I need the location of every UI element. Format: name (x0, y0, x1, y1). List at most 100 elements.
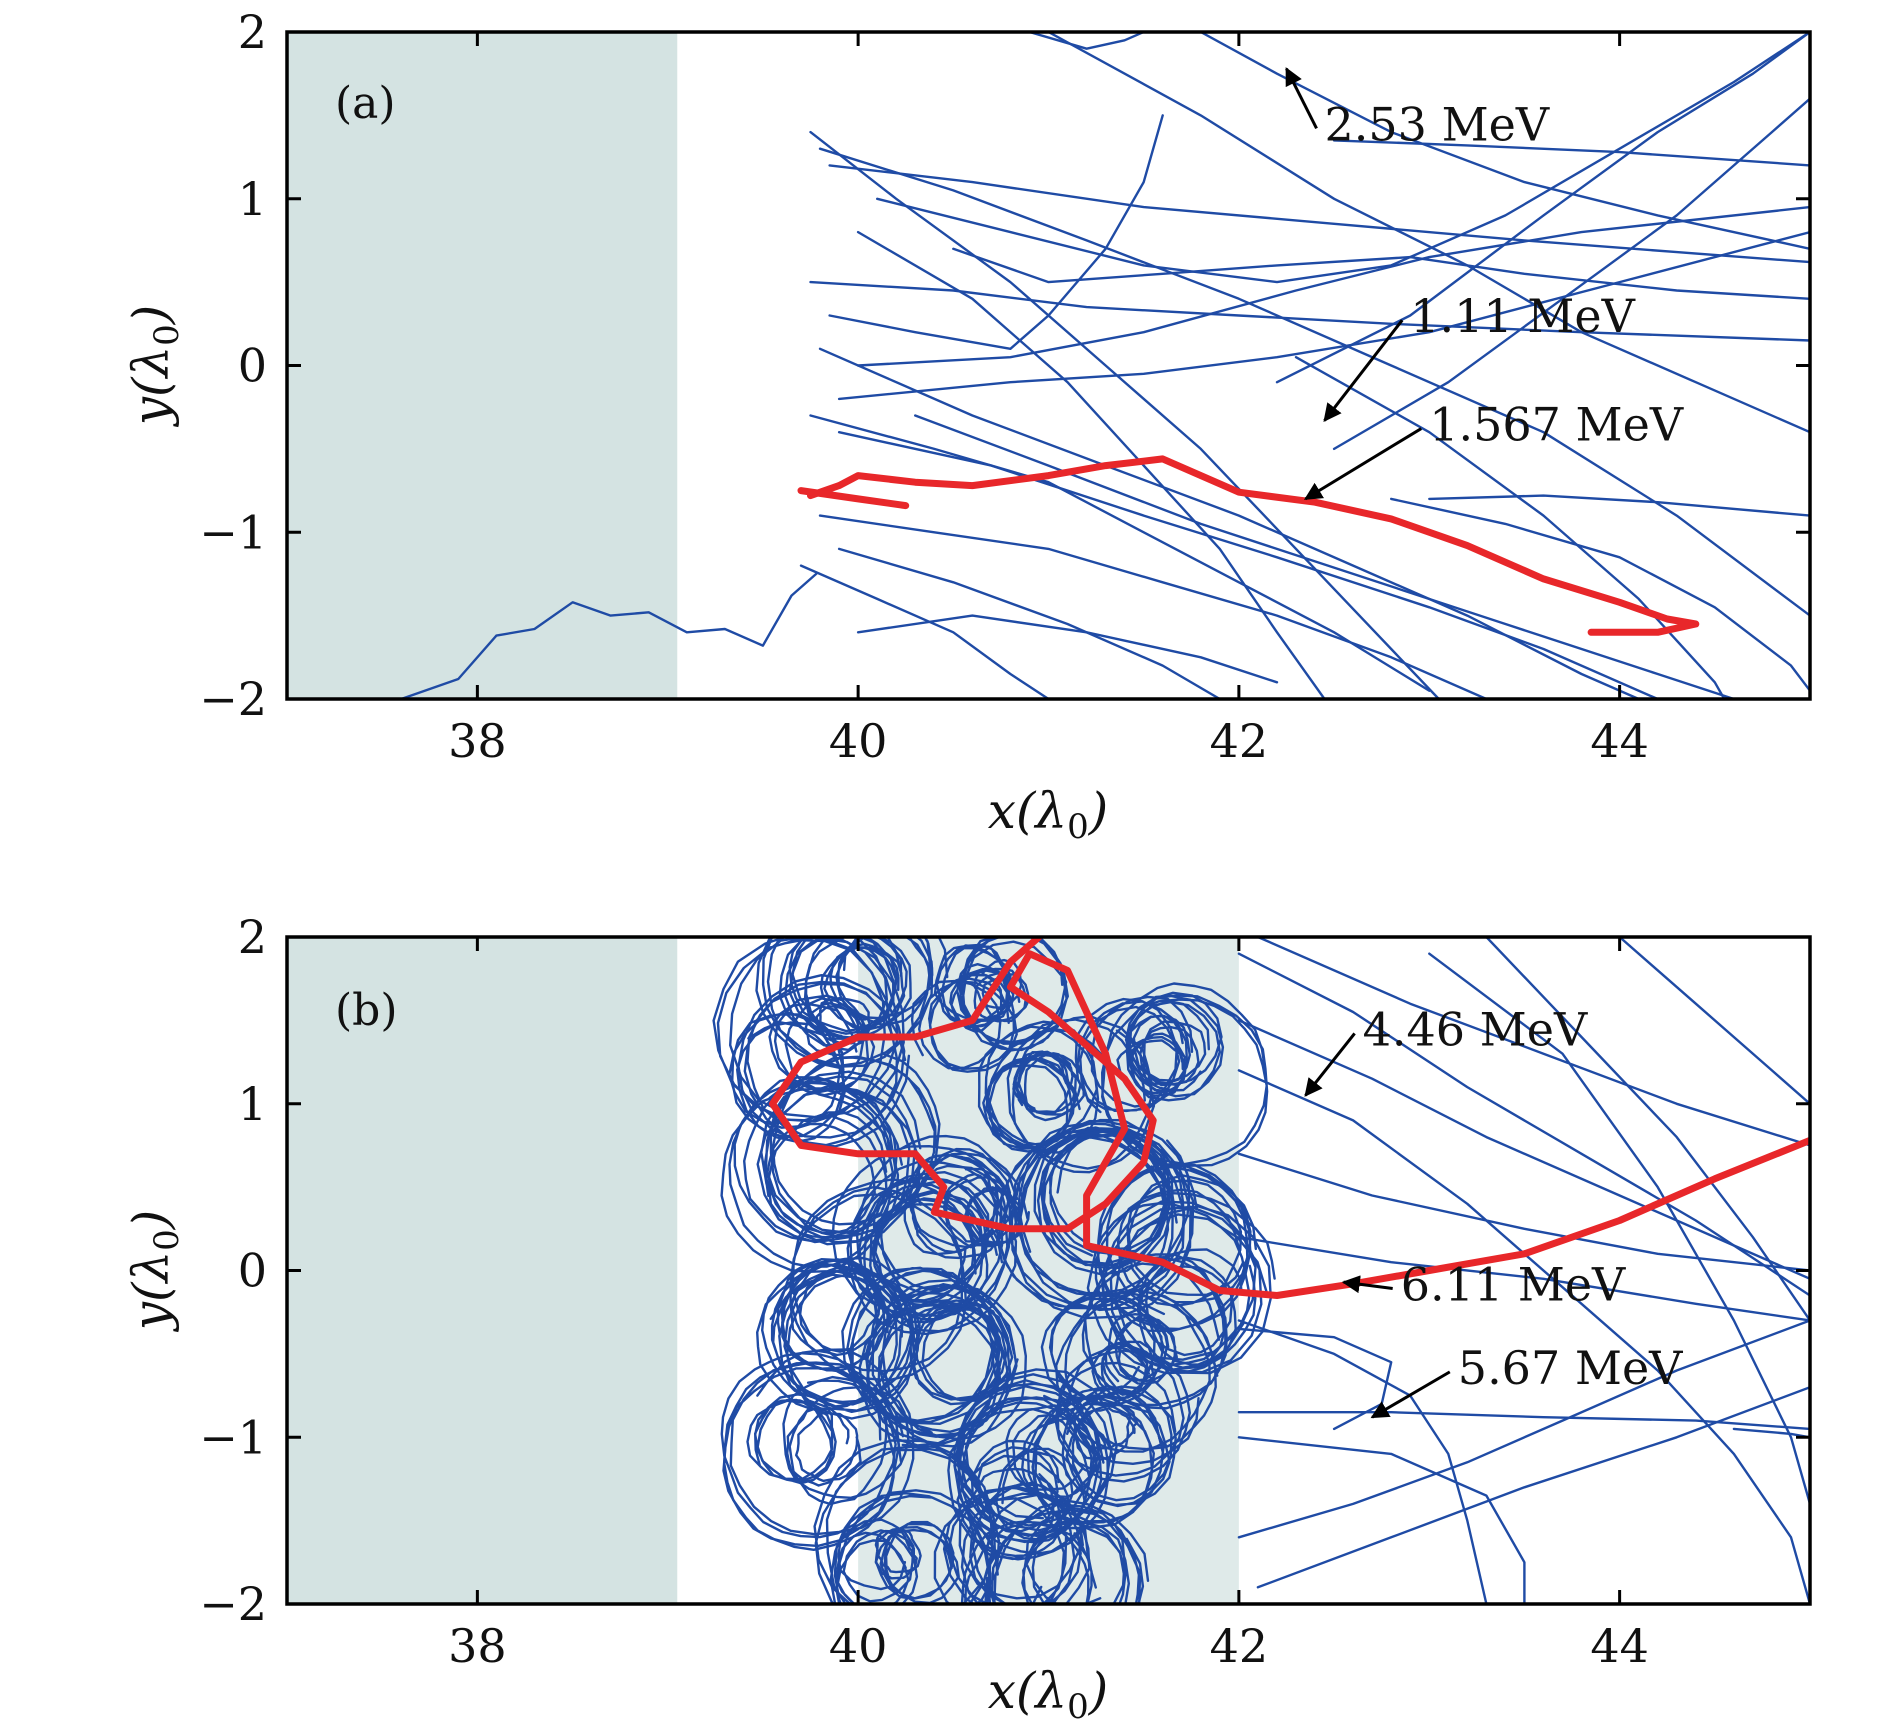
loop-trajectory (1081, 1253, 1228, 1410)
loop-trajectory (1040, 1291, 1165, 1408)
trajectory-line (1332, 139, 1810, 167)
loop-trajectory (1074, 995, 1194, 1114)
panel-b-xlabel: x(λ0) (988, 1662, 1109, 1725)
x-tick-label: 38 (448, 714, 507, 768)
y-tick-label: −1 (199, 505, 267, 559)
loop-trajectory (768, 994, 876, 1097)
annotation-label: 4.46 MeV (1363, 1002, 1588, 1056)
loop-trajectory (835, 937, 934, 1026)
panel-a-tick-labels: 38 40 42 44 2 1 0 −1 −2 (199, 5, 1649, 768)
panel-b-trajectories (1237, 937, 1810, 1604)
y-tick-label: −2 (199, 672, 267, 726)
x-tick-label: 38 (448, 1619, 507, 1673)
panel-b-loops (712, 937, 1276, 1604)
annotation-arrow (1323, 319, 1404, 422)
annotation-label: 2.53 MeV (1325, 97, 1550, 151)
y-tick-label: 2 (238, 5, 267, 59)
loop-trajectory (789, 1259, 883, 1357)
panel-b: 38 40 42 44 2 1 0 −1 −2 (b) x(λ0) y(λ0) 4.46 MeV… (122, 910, 1812, 1725)
loop-trajectory (973, 958, 1030, 1023)
loop-trajectory (746, 1393, 837, 1485)
trajectory-line (1294, 356, 1726, 699)
annotation-arrow (1303, 427, 1423, 501)
x-tick-label: 42 (1210, 1619, 1269, 1673)
trajectory-line (1237, 952, 1810, 1297)
trajectory-line (1618, 937, 1810, 1105)
trajectory-line (1275, 32, 1810, 384)
annotation-arrow (1285, 67, 1318, 130)
trajectory-line (1237, 1152, 1810, 1272)
trajectory-line (1428, 952, 1810, 1506)
loop-trajectory (1012, 1050, 1082, 1116)
panel-a-ylabel: y(λ0) (122, 305, 187, 428)
loop-trajectory (756, 1070, 922, 1246)
loop-trajectory (871, 1176, 990, 1304)
trajectory-line (856, 230, 1326, 699)
trajectory-line (809, 130, 1440, 699)
highlight-trajectory (769, 937, 1810, 1299)
panel-a-ticks (287, 30, 1810, 701)
loop-trajectory (960, 1520, 1097, 1604)
trajectory-line (1485, 937, 1810, 1322)
panel-b-shaded-region (287, 937, 678, 1604)
panel-b-tick-labels: 38 40 42 44 2 1 0 −1 −2 (199, 910, 1649, 1673)
trajectory-line (837, 431, 1659, 699)
trajectory-line (856, 205, 1810, 367)
annotation-label: 1.567 MeV (1429, 398, 1684, 452)
panel-a-annotations: 2.53 MeV 1.11 MeV 1.567 MeV (1285, 67, 1684, 501)
trajectory-line (828, 114, 1164, 350)
y-tick-label: 0 (238, 1244, 267, 1298)
loop-trajectory (834, 1518, 919, 1604)
x-tick-label: 40 (829, 714, 888, 768)
loop-trajectory (1073, 1395, 1139, 1461)
annotation-label: 1.11 MeV (1410, 289, 1635, 343)
loop-trajectory (1101, 982, 1269, 1167)
panel-a: 38 40 42 44 2 1 0 −1 −2 (a) x(λ0) y(λ0) 2.53 MeV… (122, 5, 1812, 847)
loop-trajectory (1124, 991, 1225, 1102)
loop-trajectory (728, 1011, 847, 1143)
panel-a-shaded-region (287, 32, 678, 699)
trajectory-line (1237, 1436, 1526, 1604)
panel-b-plot-area (287, 937, 1810, 1604)
trajectory-line (1428, 494, 1810, 517)
loop-trajectory (1026, 1385, 1165, 1529)
loop-trajectory (1021, 1507, 1130, 1604)
annotation-label: 5.67 MeV (1458, 1341, 1683, 1395)
loop-trajectory (1107, 1313, 1178, 1385)
loop-trajectory (1086, 1192, 1276, 1375)
trajectory-line (914, 414, 1736, 699)
trajectory-line (1256, 937, 1810, 1147)
loop-trajectory (1125, 1014, 1207, 1092)
x-tick-label: 44 (1590, 1619, 1649, 1673)
trajectory-line (818, 147, 1810, 617)
trajectory-line (400, 572, 818, 699)
panel-a-highlight (797, 455, 1700, 636)
panel-a-trajectories (400, 32, 1810, 699)
trajectory-line (1237, 1019, 1810, 1280)
loop-trajectory (712, 937, 905, 1123)
trajectory-line (876, 32, 1810, 284)
x-tick-label: 44 (1590, 714, 1649, 768)
panel-b-ticks (287, 935, 1810, 1606)
loop-trajectory (1061, 1385, 1177, 1508)
trajectory-line (1390, 497, 1810, 692)
loop-trajectory (958, 937, 1069, 1052)
loop-trajectory (755, 937, 949, 1070)
loop-trajectory (737, 974, 911, 1148)
loop-trajectory (909, 1299, 1019, 1406)
trajectory-line (1256, 1386, 1810, 1589)
y-tick-label: 1 (238, 1077, 267, 1131)
trajectory-line (1237, 1319, 1488, 1604)
panel-a-xlabel: x(λ0) (988, 782, 1109, 847)
loop-trajectory (813, 1439, 1001, 1604)
panel-b-ylabel: y(λ0) (122, 1210, 187, 1333)
y-tick-label: 2 (238, 910, 267, 964)
panel-b-label: (b) (335, 985, 398, 1036)
loop-trajectory (1136, 1248, 1243, 1369)
loop-trajectory (1100, 1200, 1272, 1375)
loop-trajectory (958, 1481, 1091, 1604)
x-tick-label: 40 (829, 1619, 888, 1673)
annotation-arrow (1341, 1275, 1393, 1294)
panel-b-highlight (769, 937, 1810, 1299)
